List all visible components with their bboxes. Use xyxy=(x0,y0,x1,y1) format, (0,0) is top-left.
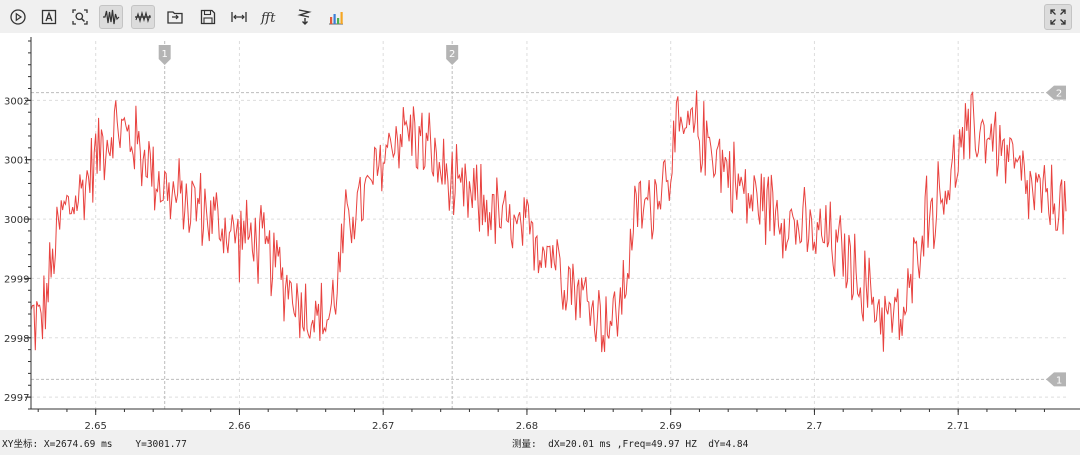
bar-chart-icon xyxy=(329,12,343,25)
bar-chart-button[interactable] xyxy=(324,5,348,29)
horizontal-cursor-label-2: 2 xyxy=(1056,89,1062,100)
play-button[interactable] xyxy=(6,5,30,29)
fft-button[interactable]: fft xyxy=(258,5,286,29)
fullscreen-icon xyxy=(1050,9,1066,25)
vertical-cursors xyxy=(164,41,453,409)
horizontal-cursor-label-1: 1 xyxy=(1056,375,1062,386)
x-tick-label: 2.66 xyxy=(228,421,250,430)
auto-scale-button[interactable] xyxy=(37,5,61,29)
horizontal-span-icon xyxy=(231,12,247,22)
plot-area[interactable]: 2.65 2.66 2.67 2.68 2.69 2.7 2.71 2997 2998 2999 3… xyxy=(0,33,1080,432)
y-tick-label: 2998 xyxy=(4,334,29,345)
toolbar: fft xyxy=(0,0,1080,33)
vertical-cursor-tag-2 xyxy=(446,45,459,65)
save-button[interactable] xyxy=(196,5,220,29)
y-tick-label: 3001 xyxy=(4,156,29,167)
save-icon xyxy=(200,9,216,25)
zoom-fit-icon xyxy=(72,9,88,25)
waveform-button[interactable] xyxy=(99,5,123,29)
y-tick-label: 3002 xyxy=(4,96,29,107)
horizontal-cursor-tag-1 xyxy=(1046,372,1066,387)
measure-cursor-button[interactable] xyxy=(131,5,155,29)
x-tick-label: 2.65 xyxy=(85,421,107,430)
axes: 2.65 2.66 2.67 2.68 2.69 2.7 2.71 2997 2998 2999 3… xyxy=(4,37,1080,432)
x-tick-label: 2.67 xyxy=(372,421,394,430)
x-tick-label: 2.68 xyxy=(516,421,538,430)
grid xyxy=(31,41,1066,409)
waveform-chart[interactable]: 2.65 2.66 2.67 2.68 2.69 2.7 2.71 2997 2998 2999 3… xyxy=(0,33,1080,432)
fft-icon: fft xyxy=(260,11,276,26)
vertical-cursor-label-2: 2 xyxy=(449,49,455,60)
waveform-icon xyxy=(103,9,120,25)
export-button[interactable] xyxy=(293,5,317,29)
series-layer xyxy=(30,90,1067,353)
x-tick-label: 2.7 xyxy=(806,421,822,430)
play-icon xyxy=(10,9,26,25)
zoom-fit-button[interactable] xyxy=(68,5,92,29)
y-tick-label: 3000 xyxy=(4,215,29,226)
y-tick-label: 2997 xyxy=(4,393,29,404)
vertical-cursor-label-1: 1 xyxy=(162,49,168,60)
x-tick-label: 2.69 xyxy=(660,421,682,430)
status-bar: XY坐标: X=2674.69 ms Y=3001.77 测量: dX=20.0… xyxy=(0,430,1080,455)
fullscreen-button[interactable] xyxy=(1044,4,1072,30)
horizontal-cursors xyxy=(31,92,1066,380)
vertical-cursor-tag-1 xyxy=(158,45,171,65)
horizontal-span-button[interactable] xyxy=(227,5,251,29)
open-file-icon xyxy=(167,11,183,24)
open-file-button[interactable] xyxy=(163,5,187,29)
export-icon xyxy=(297,9,312,25)
fft-label: fft xyxy=(260,11,276,26)
measure-cursor-icon xyxy=(135,10,151,24)
horizontal-cursor-tag-2 xyxy=(1046,85,1066,100)
series-line xyxy=(30,90,1067,353)
xy-coordinate-readout: XY坐标: X=2674.69 ms Y=3001.77 xyxy=(2,439,187,450)
cursor-markers: 1 2 2 1 xyxy=(158,45,1066,387)
y-tick-label: 2999 xyxy=(4,274,29,285)
auto-scale-icon xyxy=(41,9,57,25)
x-tick-label: 2.71 xyxy=(947,421,969,430)
measurement-readout: 测量: dX=20.01 ms ,Freq=49.97 HZ dY=4.84 xyxy=(512,439,749,450)
